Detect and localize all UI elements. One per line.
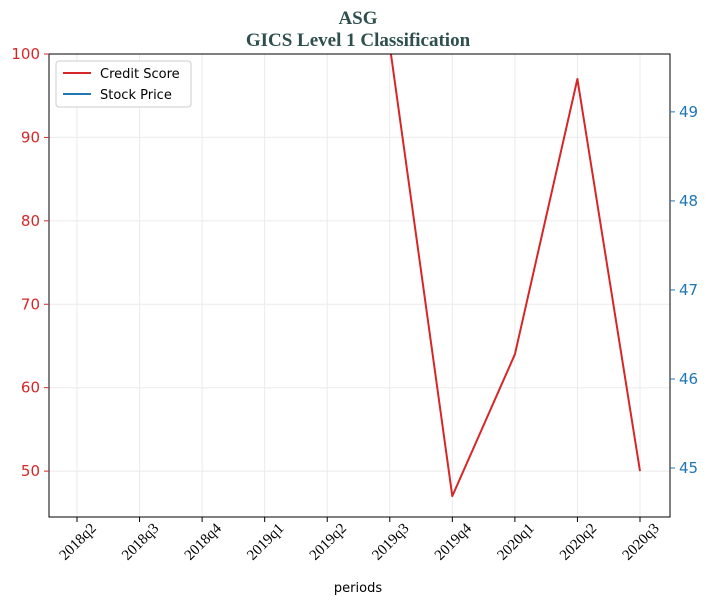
right-tick-label: 46: [679, 370, 698, 388]
right-tick-label: 45: [679, 459, 698, 477]
left-tick-label: 50: [21, 462, 40, 480]
x-tick-label: 2019q3: [369, 521, 412, 564]
chart-subtitle: GICS Level 1 Classification: [246, 30, 471, 51]
x-tick-label: 2018q3: [119, 521, 162, 564]
plot-frame: [48, 53, 671, 518]
left-tick-label: 70: [21, 295, 40, 313]
right-axis: 45 46 47 48 49: [670, 103, 698, 477]
grid: [49, 53, 670, 517]
x-axis-label: periods: [334, 581, 382, 596]
left-axis: 50 60 70 80 90 100: [11, 45, 49, 480]
legend-label-credit-score: Credit Score: [100, 67, 180, 82]
x-tick-label: 2018q4: [182, 520, 225, 563]
right-tick-label: 47: [679, 281, 698, 299]
chart-title: ASG: [338, 8, 377, 29]
left-tick-label: 80: [21, 212, 40, 230]
x-tick-label: 2020q1: [494, 521, 537, 564]
series-line-credit-score: [389, 54, 641, 498]
left-tick-label: 100: [11, 45, 40, 63]
right-tick-label: 48: [679, 192, 698, 210]
left-tick-label: 60: [21, 379, 40, 397]
x-tick-label: 2019q4: [432, 520, 475, 563]
right-tick-label: 49: [679, 103, 698, 121]
x-axis: 2018q2 2018q3 2018q4 2019q1 2019q2 2019q3 2019…: [57, 517, 663, 564]
series-layer: [389, 54, 641, 498]
legend-label-stock-price: Stock Price: [100, 88, 172, 103]
x-tick-label: 2018q2: [57, 521, 100, 564]
x-tick-label: 2020q3: [620, 521, 663, 564]
left-tick-label: 90: [21, 128, 40, 146]
x-tick-label: 2019q1: [244, 521, 287, 564]
x-tick-label: 2020q2: [557, 521, 600, 564]
legend: Credit Score Stock Price: [55, 60, 192, 108]
x-tick-label: 2019q2: [307, 521, 350, 564]
